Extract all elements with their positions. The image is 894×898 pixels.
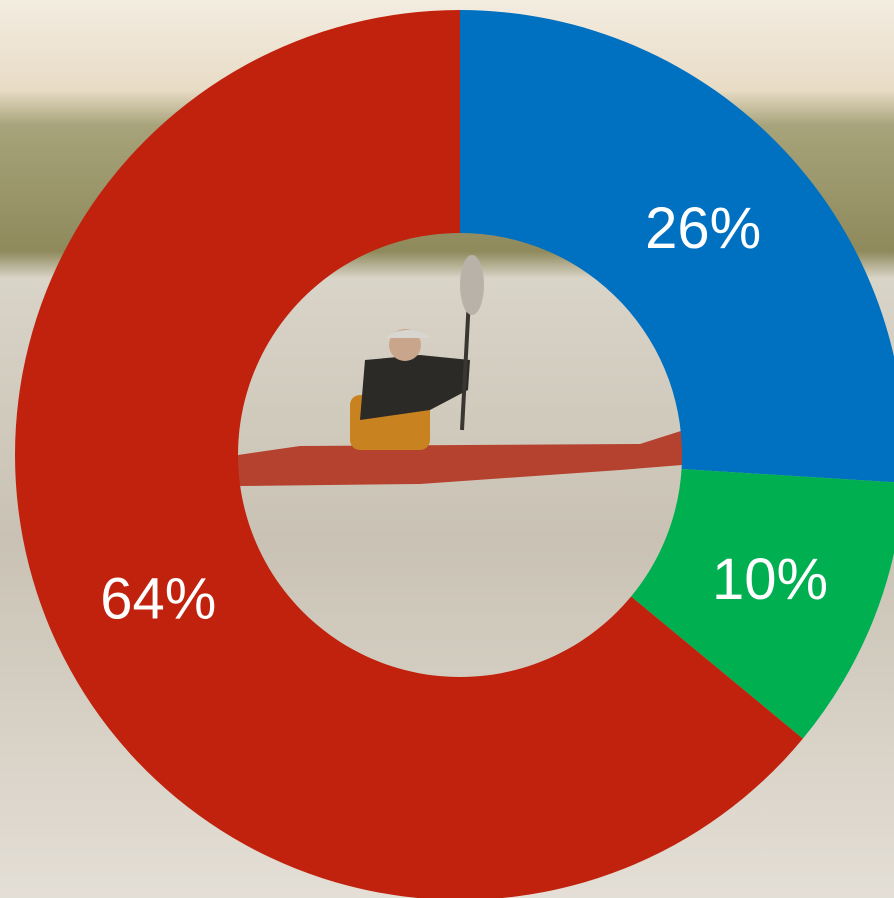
- value-label: 10%: [712, 547, 828, 612]
- value-label: 26%: [645, 196, 761, 261]
- value-label: 64%: [100, 566, 216, 631]
- page: 26%10%64% (() => { const data = JSON.par…: [0, 0, 894, 898]
- chart: 26% 10% 64%: [0, 0, 894, 898]
